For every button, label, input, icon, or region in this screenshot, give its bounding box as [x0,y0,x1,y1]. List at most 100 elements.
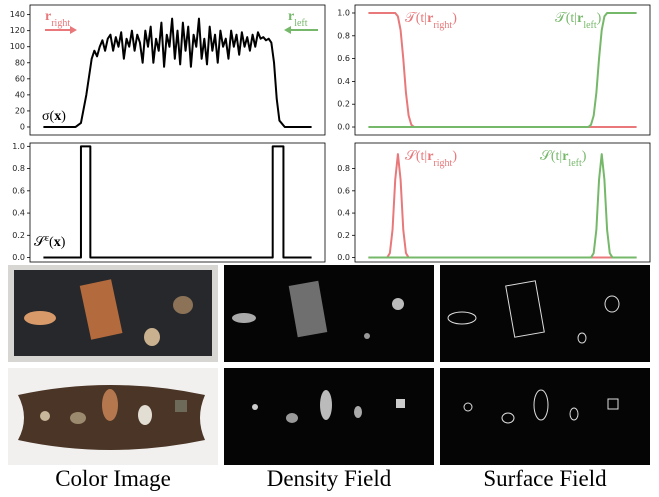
label: rright [45,9,70,29]
y-tick-label: 0.2 [337,231,350,240]
label-part: left [583,20,597,31]
y-tick-label: 0.2 [337,100,350,109]
y-tick-label: 1.0 [12,142,25,151]
object [24,311,56,325]
object [175,400,187,412]
y-tick-label: 0.2 [12,231,25,240]
label-part: 𝒮 [34,235,47,250]
label-part: ) [61,235,66,250]
surface-outline [577,332,587,344]
object [138,405,152,425]
label: 𝒮(t|rright) [405,149,457,169]
object [79,279,123,340]
density-blob [354,406,362,418]
label-part: ) [452,149,457,164]
label-part: left [568,158,582,169]
label-part: r [427,149,433,164]
surface-outline [447,311,477,325]
object [70,412,86,424]
label-part: ) [61,109,66,124]
object [40,411,50,421]
y-tick-label: 0.8 [12,164,25,173]
label: 𝒯(t|rright) [405,11,457,31]
label-part: r [577,11,583,26]
label: 𝒮(t|rleft) [540,149,587,169]
y-tick-label: 140 [10,10,25,19]
density-blob [320,390,332,420]
label: σ(x) [42,109,66,124]
label-part: ( [49,235,54,250]
surface-outline [533,389,549,421]
density-blob [286,413,298,423]
arrow-head [70,26,77,34]
y-tick-label: 0.8 [337,164,350,173]
y-tick-label: 40 [15,90,25,99]
label-part: ) [582,149,587,164]
data-line [368,11,637,129]
surface-outline [604,295,620,313]
surface-image-1 [440,265,650,362]
y-tick-label: 0.6 [12,186,25,195]
density-blob [392,298,404,310]
label-part: ε [45,233,49,244]
label-part: right [433,20,452,31]
data-line [368,153,637,259]
label-part: r [45,9,51,24]
label-part: x [54,109,61,124]
y-tick-label: 0.4 [12,209,25,218]
y-tick-label: 1.0 [337,8,350,17]
caption: Color Image [55,466,171,491]
label-part: 𝒮(t| [540,149,562,164]
label: 𝒮ε(x) [34,233,66,251]
y-tick-label: 80 [15,58,25,67]
density-blob [232,313,256,323]
surface-outline [501,412,515,424]
label-part: right [433,158,452,169]
label-part: x [54,235,61,250]
label-part: r [427,11,433,26]
images [8,265,650,465]
surface-outline [505,280,545,338]
surface-outline [607,398,619,410]
object [173,296,193,314]
density-blob [396,399,405,408]
caption: Surface Field [483,466,607,491]
y-tick-label: 0.0 [12,253,25,262]
y-tick-label: 0.4 [337,209,350,218]
label-part: 𝒯(t| [405,11,427,26]
object [102,389,118,421]
density-blob [364,333,370,339]
surface-outline [463,402,473,412]
y-tick-label: 0.6 [337,186,350,195]
object [144,328,160,346]
data-line [368,11,637,129]
surface-outline [569,407,579,421]
density-image-1 [224,265,434,362]
density-blob [288,280,328,338]
label: 𝒯(t|rleft) [555,11,602,31]
label-part: right [51,18,70,29]
label-part: 𝒮(t| [405,149,427,164]
label-part: 𝒯(t| [555,11,577,26]
y-tick-label: 60 [15,74,25,83]
label: rleft [288,9,308,29]
density-blob [252,404,258,410]
y-tick-label: 20 [15,106,25,115]
y-tick-label: 0.6 [337,54,350,63]
label-part: σ( [42,109,55,124]
y-tick-label: 0.0 [337,253,350,262]
label-part: ) [452,11,457,26]
label-part: r [288,9,294,24]
y-tick-label: 0.4 [337,77,350,86]
label-part: r [562,149,568,164]
label-part: left [294,18,308,29]
data-line [43,145,312,259]
data-line [368,153,637,259]
y-tick-label: 0 [20,122,25,131]
axes-frame [29,142,326,263]
y-tick-label: 0.8 [337,31,350,40]
y-tick-label: 0.0 [337,123,350,132]
data-line [43,17,312,128]
axes-frame [354,4,651,136]
